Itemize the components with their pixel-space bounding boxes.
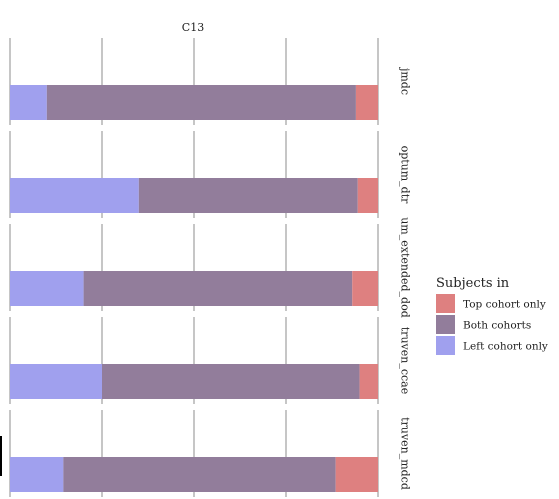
facet-panel: um_extended_dod <box>9 217 412 318</box>
bar-segment <box>335 457 378 492</box>
legend-label: Both cohorts <box>463 320 531 332</box>
legend-swatch <box>436 315 455 334</box>
facet-panel: jmdc <box>9 38 412 125</box>
left-edge-mark <box>0 436 2 476</box>
bar-segment <box>138 178 358 213</box>
panel-title: C13 <box>182 21 204 34</box>
facet-panel: truven_ccae <box>9 317 412 404</box>
facet-strip-label: truven_ccae <box>399 327 412 394</box>
legend-swatch <box>436 294 455 313</box>
bar-segment <box>352 271 378 306</box>
legend-label: Left cohort only <box>463 341 548 353</box>
legend-label: Top cohort only <box>463 299 546 311</box>
legend-swatch <box>436 336 455 355</box>
bar-segment <box>359 364 378 399</box>
facet-panel: optum_dtr <box>9 131 412 218</box>
legend: Subjects in Top cohort only Both cohorts Le… <box>436 276 548 355</box>
bar-segment <box>83 271 353 306</box>
facet-panels: jmdc optum_dtr um_extended_dod truven_ccaet… <box>0 38 412 497</box>
facet-strip-label: um_extended_dod <box>399 217 412 318</box>
bar-segment <box>10 178 139 213</box>
facet-strip-label: jmdc <box>399 66 412 95</box>
facet-strip-label: optum_dtr <box>399 146 412 205</box>
bar-segment <box>10 364 102 399</box>
legend-title: Subjects in <box>436 276 510 291</box>
bar-segment <box>46 85 356 120</box>
bar-segment <box>102 364 360 399</box>
bar-segment <box>63 457 336 492</box>
facet-panel: truven_mdcd <box>9 410 412 497</box>
bar-segment <box>10 271 84 306</box>
facet-strip-label: truven_mdcd <box>399 417 412 490</box>
bar-segment <box>357 178 378 213</box>
bar-segment <box>10 85 47 120</box>
bar-segment <box>10 457 64 492</box>
bar-segment <box>355 85 378 120</box>
